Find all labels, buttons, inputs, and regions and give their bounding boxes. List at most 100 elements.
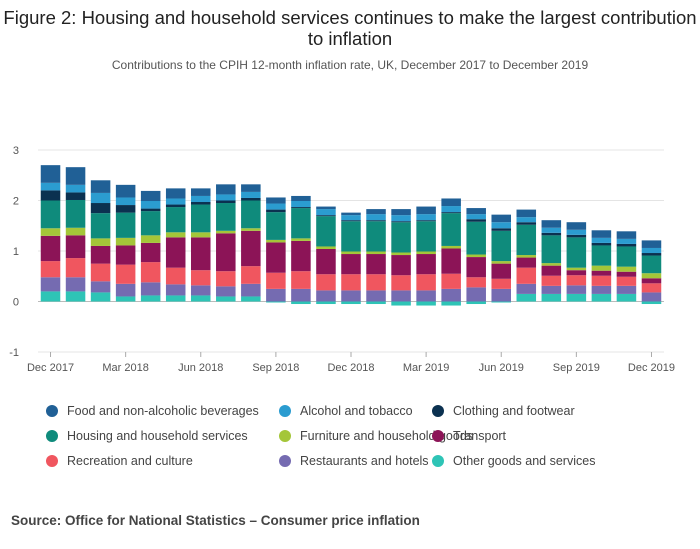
bar-segment bbox=[541, 232, 562, 236]
bar-segment bbox=[115, 245, 136, 265]
bar-segment bbox=[165, 295, 186, 302]
bar-segment bbox=[416, 206, 436, 215]
bar-segment bbox=[115, 212, 136, 238]
x-tick-label: Jun 2018 bbox=[178, 362, 223, 374]
bar-segment bbox=[316, 216, 336, 247]
bar-segment bbox=[115, 197, 136, 206]
bar-segment bbox=[566, 267, 587, 271]
bar-segment bbox=[516, 255, 537, 258]
bar-segment bbox=[90, 213, 111, 239]
bar-segment bbox=[641, 255, 662, 274]
legend-swatch bbox=[279, 405, 291, 417]
bar-segment bbox=[591, 242, 612, 246]
bar-segment bbox=[441, 212, 461, 214]
bar-segment bbox=[90, 263, 111, 282]
bar-segment bbox=[241, 283, 261, 297]
bar-segment bbox=[541, 265, 562, 276]
bar-segment bbox=[140, 208, 161, 212]
bar-segment bbox=[291, 271, 311, 289]
bar-segment bbox=[366, 301, 386, 305]
bar-segment bbox=[65, 258, 86, 278]
legend-item: Food and non-alcoholic beverages bbox=[46, 404, 259, 418]
legend-label: Restaurants and hotels bbox=[300, 454, 429, 468]
bar-segment bbox=[40, 190, 61, 201]
bar-segment bbox=[416, 274, 436, 291]
bar-segment bbox=[190, 237, 211, 271]
bar-segment bbox=[291, 201, 311, 208]
bar-segment bbox=[541, 220, 562, 228]
bar-segment bbox=[216, 286, 236, 297]
bar-segment bbox=[316, 246, 336, 249]
legend-item: Alcohol and tobacco bbox=[279, 404, 413, 418]
bar-segment bbox=[316, 274, 336, 291]
bar-segment bbox=[266, 272, 286, 289]
bar-segment bbox=[266, 212, 286, 240]
bar-segment bbox=[516, 217, 537, 223]
bar-segment bbox=[341, 220, 361, 222]
bar-segment bbox=[316, 248, 336, 275]
legend-item: Recreation and culture bbox=[46, 454, 193, 468]
bar-segment bbox=[90, 292, 111, 302]
x-tick-label: Dec 2019 bbox=[628, 362, 675, 374]
bar-segment bbox=[241, 200, 261, 229]
bar-segment bbox=[466, 287, 486, 302]
bar-segment bbox=[341, 215, 361, 221]
legend-swatch bbox=[432, 405, 444, 417]
bar-segment bbox=[140, 295, 161, 302]
bar-segment bbox=[40, 165, 61, 183]
bar-segment bbox=[616, 285, 637, 294]
bar-segment bbox=[65, 167, 86, 185]
legend-label: Food and non-alcoholic beverages bbox=[67, 404, 259, 418]
bar-segment bbox=[541, 285, 562, 294]
bar-segment bbox=[616, 238, 637, 244]
bar-segment bbox=[491, 230, 511, 262]
bar-segment bbox=[165, 204, 186, 208]
bar-segment bbox=[165, 232, 186, 238]
bar-segment bbox=[40, 261, 61, 278]
bar-segment bbox=[266, 301, 286, 303]
bar-segment bbox=[115, 296, 136, 302]
bar-segment bbox=[341, 221, 361, 252]
legend-label: Alcohol and tobacco bbox=[300, 404, 413, 418]
bar-segment bbox=[341, 290, 361, 302]
bar-segment bbox=[491, 263, 511, 279]
bar-segment bbox=[641, 273, 662, 279]
legend-item: Furniture and household goods bbox=[279, 429, 473, 443]
bar-segment bbox=[441, 245, 461, 249]
bar-segment bbox=[416, 221, 436, 252]
bar-segment bbox=[140, 242, 161, 263]
bar-segment bbox=[441, 273, 461, 289]
bar-segment bbox=[641, 278, 662, 284]
bar-segment bbox=[641, 301, 662, 305]
bar-segment bbox=[40, 235, 61, 262]
bar-segment bbox=[566, 285, 587, 294]
bar-segment bbox=[491, 288, 511, 302]
legend-item: Housing and household services bbox=[46, 429, 248, 443]
bar-segment bbox=[516, 209, 537, 218]
x-tick-label: Dec 2017 bbox=[27, 362, 74, 374]
bar-segment bbox=[591, 237, 612, 243]
bar-segment bbox=[416, 301, 436, 306]
bar-segment bbox=[40, 228, 61, 236]
bar-segment bbox=[115, 237, 136, 246]
bar-segment bbox=[466, 257, 486, 278]
legend-item: Restaurants and hotels bbox=[279, 454, 429, 468]
bar-segment bbox=[216, 271, 236, 287]
bar-segment bbox=[90, 281, 111, 293]
bar-segment bbox=[616, 293, 637, 302]
bar-segment bbox=[591, 293, 612, 302]
legend-label: Housing and household services bbox=[67, 429, 248, 443]
bar-segment bbox=[466, 301, 486, 305]
bar-segment bbox=[241, 228, 261, 231]
bar-segment bbox=[90, 192, 111, 204]
bar-segment bbox=[65, 200, 86, 228]
bar-segment bbox=[190, 202, 211, 205]
bar-segment bbox=[641, 292, 662, 302]
bar-segment bbox=[190, 295, 211, 302]
bar-segment bbox=[591, 270, 612, 276]
x-tick-label: Sep 2018 bbox=[252, 362, 299, 374]
bar-segment bbox=[516, 293, 537, 302]
bar-segment bbox=[366, 220, 386, 222]
bar-segment bbox=[391, 222, 411, 253]
y-tick-label: 0 bbox=[13, 297, 19, 309]
